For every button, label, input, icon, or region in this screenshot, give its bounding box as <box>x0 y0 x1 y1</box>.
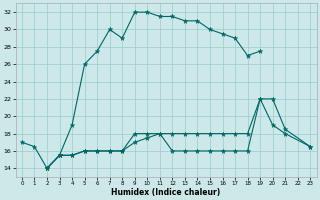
X-axis label: Humidex (Indice chaleur): Humidex (Indice chaleur) <box>111 188 221 197</box>
